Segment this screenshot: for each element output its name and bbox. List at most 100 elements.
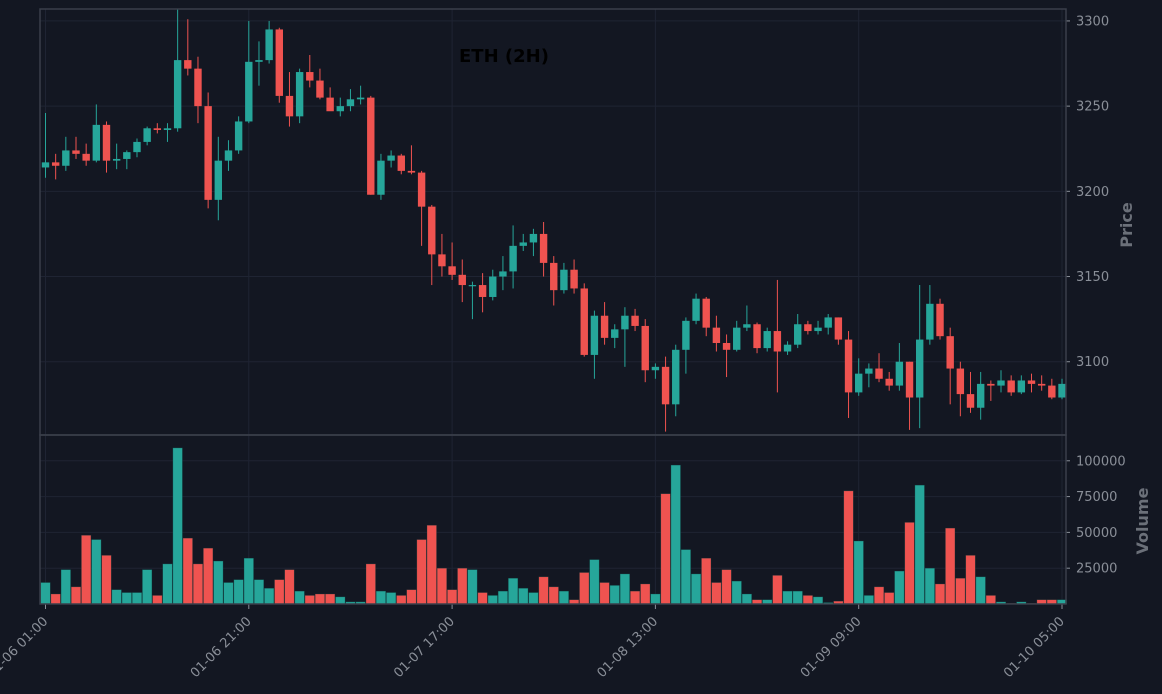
candle-body [133,141,141,153]
candle-body [275,29,283,96]
candle-body [550,262,558,291]
volume-bar [985,595,996,605]
candle-body [458,274,466,286]
candle-body [905,361,914,398]
volume-bar [924,567,935,605]
candle-body [234,121,243,151]
chart-title: ETH (2H) [459,46,549,67]
volume-bar [447,589,458,605]
volume-bar [945,527,956,605]
candle-body [743,324,751,328]
volume-bar [792,590,803,605]
candle-body [112,158,121,161]
volume-bar [843,490,854,605]
candle-body [428,206,436,255]
volume-bar [711,582,722,605]
candle-body [661,366,670,405]
candle-body [92,124,101,161]
candle-body [824,317,832,328]
volume-bar [223,582,234,605]
candle-body [153,128,162,130]
volume-bar [365,563,376,605]
candle-body [489,276,497,297]
candle-body [539,233,548,263]
candle-body [763,331,771,349]
candle-body [895,361,904,386]
candle-body [702,298,710,328]
volume-bar [416,539,427,605]
candle-body [773,331,782,352]
candle-body [875,368,883,379]
candle-body [285,95,294,117]
candle-body [72,150,80,154]
candle-body [316,80,324,98]
volume-bar [101,555,112,605]
volume-bar [142,569,153,605]
candle-body [855,373,863,393]
volume-bar [213,560,224,605]
volume-bar [640,583,651,605]
volume-bar [386,592,397,605]
volume-bar [863,595,874,605]
volume-bar [264,587,275,605]
volume-bar [314,593,326,605]
volume-bar [294,590,305,605]
volume-bar [162,563,173,605]
candle-body [987,383,995,386]
candle-body [997,380,1005,386]
candle-body [62,150,70,166]
volume-bar [304,595,315,605]
volume-bar [406,589,417,605]
candle-body [1058,383,1066,398]
volume-bar [660,493,671,605]
candle-body [41,162,50,168]
candle-body [560,269,568,291]
volume-bar [253,579,265,605]
candle-body [926,303,934,340]
candle-body [682,320,690,350]
candle-body [509,245,517,272]
candle-body [733,327,741,350]
candle-body [51,162,60,166]
candle-body [224,150,233,161]
candle-body [692,298,700,321]
candle-body [976,383,985,408]
candle-body [255,60,263,62]
volume-bar [579,572,590,605]
candle-body [204,106,212,200]
volume-bar [965,555,976,605]
volume-bar [335,596,346,605]
candle-body [163,128,172,130]
volume-bar [274,579,285,605]
volume-bar [121,592,132,605]
candle-body [1007,380,1015,393]
volume-bar [243,557,254,605]
candle-body [102,124,111,161]
volume-bar [955,577,966,605]
volume-bar [487,595,498,605]
candle-body [306,72,314,81]
volume-bar [436,567,448,605]
volume-bar [934,583,946,605]
price-tick-label: 3200 [1076,185,1109,200]
volume-bar [528,592,539,605]
volume-bar [721,569,732,605]
volume-bar [772,575,783,605]
volume-bar [914,484,925,605]
candle-body [529,233,538,243]
volume-bar [81,534,92,605]
volume-bar [325,593,336,605]
candle-body [936,303,944,337]
volume-bar [975,576,986,605]
volume-tick-label: 75000 [1076,490,1117,505]
volume-tick-label: 50000 [1076,526,1117,541]
volume-bar [812,596,824,605]
volume-bar [650,593,661,605]
candle-body [417,172,426,207]
candle-body [143,128,151,142]
volume-bar [457,567,468,605]
volume-bar [853,540,864,605]
candle-body [326,97,334,112]
volume-bar [497,590,509,605]
